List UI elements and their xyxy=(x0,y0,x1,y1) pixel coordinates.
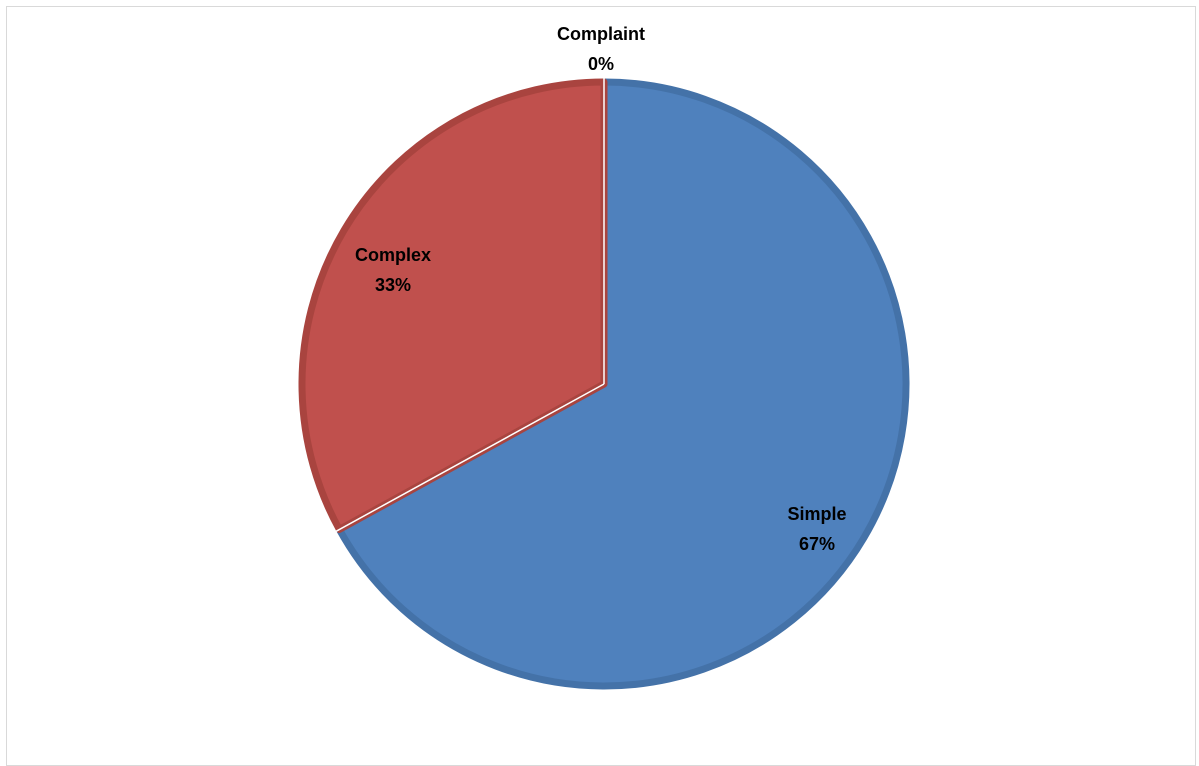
data-label-percent: 33% xyxy=(375,275,411,295)
pie-slices xyxy=(298,78,910,690)
pie-slice-simple xyxy=(335,78,910,690)
pie-data-labels: Simple 67% Complex 33% Complaint 0% xyxy=(355,24,847,554)
pie-slice-separator xyxy=(335,383,605,533)
pie-slice-complex xyxy=(298,78,608,533)
data-label-simple: Simple 67% xyxy=(787,504,846,554)
data-label-category: Complex xyxy=(355,245,431,265)
data-label-category: Complaint xyxy=(557,24,645,44)
data-label-category: Simple xyxy=(787,504,846,524)
data-label-percent: 67% xyxy=(799,534,835,554)
data-label-complex: Complex 33% xyxy=(355,245,431,295)
data-label-percent: 0% xyxy=(588,54,614,74)
data-label-complaint: Complaint 0% xyxy=(557,24,645,74)
